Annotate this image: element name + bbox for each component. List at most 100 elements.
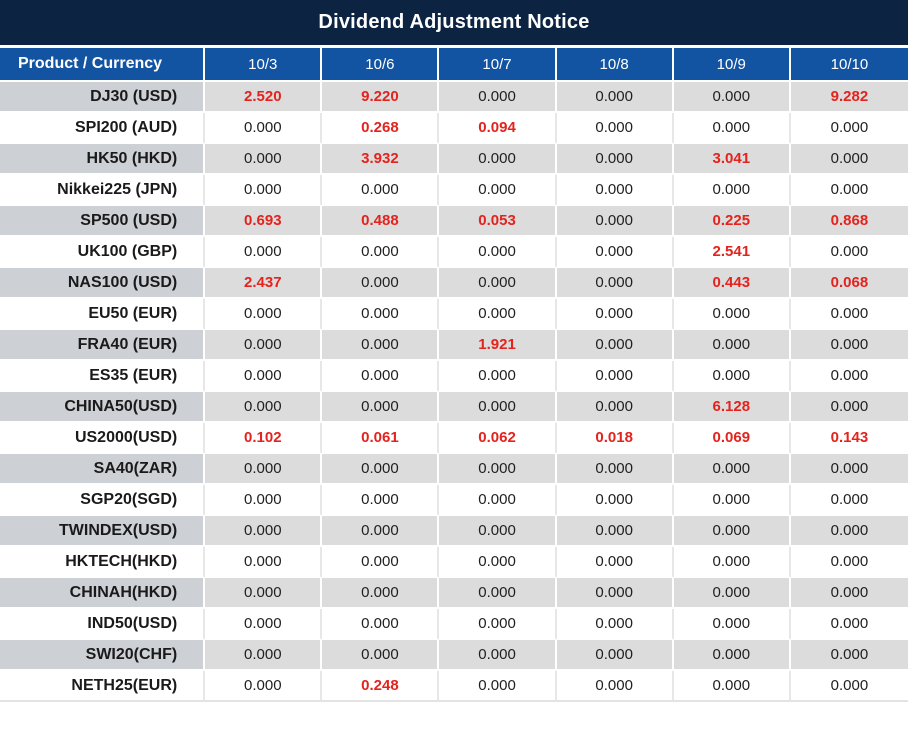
value-cell: 0.062: [439, 423, 557, 454]
value-cell: 0.000: [439, 237, 557, 268]
value-cell: 0.000: [790, 609, 908, 640]
value-cell: 0.000: [322, 237, 440, 268]
value-cell: 0.000: [673, 516, 791, 547]
product-cell: FRA40 (EUR): [0, 330, 206, 361]
value-cell: 0.000: [790, 485, 908, 516]
value-cell: 0.000: [205, 330, 323, 361]
value-cell: 0.000: [673, 547, 791, 578]
value-cell: 0.000: [322, 299, 440, 330]
value-cell: 0.000: [322, 454, 440, 485]
value-cell: 0.000: [322, 609, 440, 640]
value-cell: 0.000: [439, 609, 557, 640]
product-cell: HK50 (HKD): [0, 144, 206, 175]
value-cell: 0.693: [205, 206, 323, 237]
table-row: UK100 (GBP) 0.000 0.000 0.000 0.000 2.541 0.00…: [0, 237, 908, 268]
value-cell: 0.000: [205, 299, 323, 330]
value-cell: 0.018: [556, 423, 674, 454]
value-cell: 0.061: [322, 423, 440, 454]
value-cell: 0.000: [673, 330, 791, 361]
value-cell: 0.268: [322, 113, 440, 144]
product-cell: DJ30 (USD): [0, 82, 206, 113]
table-row: CHINAH(HKD) 0.000 0.000 0.000 0.000 0.000 0.00…: [0, 578, 908, 609]
product-currency-header: Product / Currency: [0, 48, 206, 82]
value-cell: 0.000: [790, 671, 908, 702]
value-cell: 1.921: [439, 330, 557, 361]
value-cell: 0.000: [205, 485, 323, 516]
value-cell: 0.443: [673, 268, 791, 299]
value-cell: 0.000: [439, 547, 557, 578]
value-cell: 0.000: [439, 144, 557, 175]
value-cell: 0.000: [205, 516, 323, 547]
product-cell: HKTECH(HKD): [0, 547, 206, 578]
product-cell: ES35 (EUR): [0, 361, 206, 392]
value-cell: 0.000: [556, 671, 674, 702]
value-cell: 9.220: [322, 82, 440, 113]
product-cell: TWINDEX(USD): [0, 516, 206, 547]
value-cell: 0.000: [205, 609, 323, 640]
product-cell: EU50 (EUR): [0, 299, 206, 330]
value-cell: 0.000: [205, 454, 323, 485]
table-row: ES35 (EUR) 0.000 0.000 0.000 0.000 0.000 0.000: [0, 361, 908, 392]
value-cell: 0.000: [556, 361, 674, 392]
value-cell: 3.041: [673, 144, 791, 175]
value-cell: 0.000: [790, 330, 908, 361]
value-cell: 0.000: [673, 485, 791, 516]
value-cell: 0.000: [439, 454, 557, 485]
value-cell: 0.000: [439, 392, 557, 423]
value-cell: 0.000: [790, 547, 908, 578]
value-cell: 0.000: [439, 268, 557, 299]
table-row: NAS100 (USD) 2.437 0.000 0.000 0.000 0.443 0.0…: [0, 268, 908, 299]
value-cell: 0.000: [205, 392, 323, 423]
value-cell: 0.000: [673, 82, 791, 113]
value-cell: 0.000: [556, 578, 674, 609]
value-cell: 0.000: [790, 516, 908, 547]
date-column-header: 10/8: [556, 48, 674, 82]
value-cell: 0.000: [205, 547, 323, 578]
date-column-header: 10/6: [322, 48, 440, 82]
value-cell: 0.000: [790, 640, 908, 671]
value-cell: 0.000: [205, 144, 323, 175]
table-row: SP500 (USD) 0.693 0.488 0.053 0.000 0.225 0.86…: [0, 206, 908, 237]
value-cell: 0.000: [556, 640, 674, 671]
value-cell: 0.000: [790, 113, 908, 144]
product-cell: CHINAH(HKD): [0, 578, 206, 609]
value-cell: 0.069: [673, 423, 791, 454]
value-cell: 0.000: [556, 82, 674, 113]
header-row: Product / Currency 10/3 10/6 10/7 10/8 10/9 10…: [0, 48, 908, 82]
value-cell: 0.000: [556, 330, 674, 361]
value-cell: 9.282: [790, 82, 908, 113]
value-cell: 0.000: [205, 578, 323, 609]
product-cell: NAS100 (USD): [0, 268, 206, 299]
date-column-header: 10/3: [205, 48, 323, 82]
table-row: IND50(USD) 0.000 0.000 0.000 0.000 0.000 0.000: [0, 609, 908, 640]
product-cell: Nikkei225 (JPN): [0, 175, 206, 206]
value-cell: 0.000: [322, 485, 440, 516]
value-cell: 0.000: [322, 578, 440, 609]
value-cell: 0.000: [556, 268, 674, 299]
dividend-table: Product / Currency 10/3 10/6 10/7 10/8 10/9 10…: [0, 48, 908, 702]
table-row: SGP20(SGD) 0.000 0.000 0.000 0.000 0.000 0.000: [0, 485, 908, 516]
value-cell: 0.248: [322, 671, 440, 702]
value-cell: 0.000: [790, 392, 908, 423]
value-cell: 0.000: [556, 299, 674, 330]
value-cell: 0.488: [322, 206, 440, 237]
value-cell: 0.000: [556, 237, 674, 268]
value-cell: 0.000: [322, 268, 440, 299]
table-row: DJ30 (USD) 2.520 9.220 0.000 0.000 0.000 9.282: [0, 82, 908, 113]
value-cell: 0.000: [439, 175, 557, 206]
value-cell: 0.000: [790, 175, 908, 206]
value-cell: 0.053: [439, 206, 557, 237]
value-cell: 6.128: [673, 392, 791, 423]
value-cell: 0.000: [439, 299, 557, 330]
value-cell: 0.000: [205, 237, 323, 268]
value-cell: 0.225: [673, 206, 791, 237]
value-cell: 0.000: [322, 640, 440, 671]
value-cell: 0.000: [556, 454, 674, 485]
product-cell: CHINA50(USD): [0, 392, 206, 423]
value-cell: 0.000: [673, 113, 791, 144]
value-cell: 0.000: [439, 671, 557, 702]
product-cell: IND50(USD): [0, 609, 206, 640]
value-cell: 0.000: [790, 299, 908, 330]
product-cell: SWI20(CHF): [0, 640, 206, 671]
value-cell: 0.000: [439, 640, 557, 671]
